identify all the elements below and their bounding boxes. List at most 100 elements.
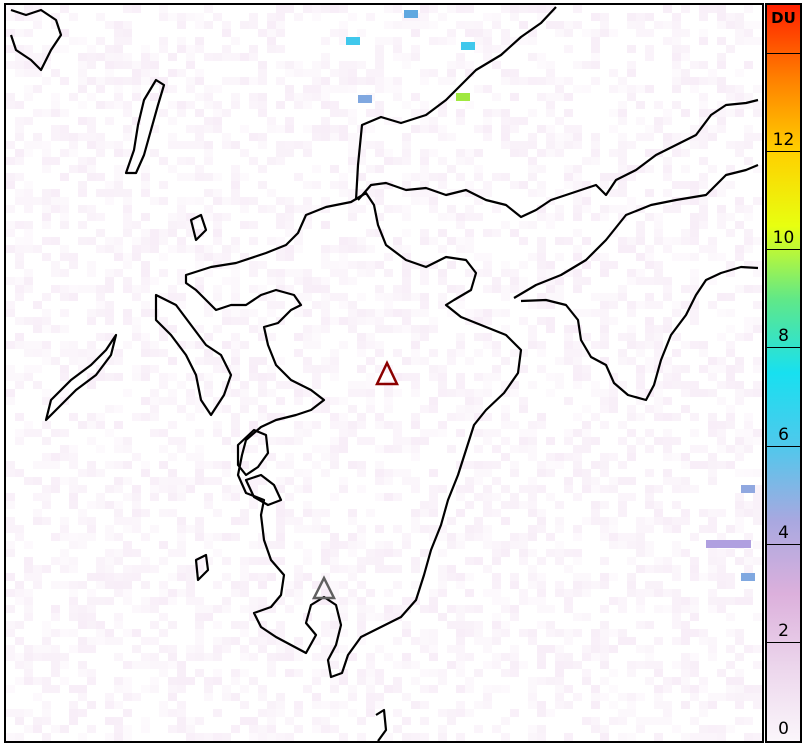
so2-pixel — [6, 205, 15, 213]
so2-pixel — [591, 485, 600, 493]
so2-pixel-high — [456, 93, 470, 101]
so2-pixel — [60, 5, 69, 13]
so2-pixel — [384, 733, 393, 741]
so2-pixel — [15, 261, 24, 269]
so2-pixel — [384, 5, 393, 13]
so2-pixel — [735, 469, 744, 477]
so2-pixel — [42, 653, 51, 661]
so2-pixel — [294, 309, 303, 317]
so2-pixel — [60, 373, 69, 381]
so2-pixel — [78, 221, 87, 229]
so2-pixel — [393, 677, 402, 685]
so2-pixel — [654, 733, 663, 741]
so2-pixel — [51, 645, 60, 653]
so2-pixel — [87, 621, 96, 629]
so2-pixel — [555, 29, 564, 37]
so2-pixel — [555, 549, 564, 557]
so2-pixel — [645, 653, 654, 661]
so2-pixel — [528, 253, 537, 261]
so2-pixel — [591, 629, 600, 637]
so2-pixel — [186, 85, 195, 93]
so2-pixel — [645, 517, 654, 525]
so2-pixel — [510, 181, 519, 189]
so2-pixel — [24, 661, 33, 669]
so2-pixel — [618, 77, 627, 85]
so2-pixel — [627, 477, 636, 485]
so2-pixel — [600, 205, 609, 213]
so2-pixel — [195, 125, 204, 133]
so2-pixel — [501, 629, 510, 637]
so2-pixel — [114, 373, 123, 381]
so2-pixel — [60, 133, 69, 141]
so2-pixel — [600, 725, 609, 733]
so2-pixel — [186, 573, 195, 581]
so2-pixel — [321, 221, 330, 229]
so2-pixel — [213, 13, 222, 21]
so2-pixel — [690, 181, 699, 189]
so2-pixel — [402, 149, 411, 157]
so2-pixel — [231, 445, 240, 453]
so2-pixel — [267, 653, 276, 661]
so2-pixel — [258, 637, 267, 645]
so2-pixel — [600, 293, 609, 301]
so2-pixel — [267, 437, 276, 445]
so2-pixel — [6, 173, 15, 181]
so2-pixel-layer — [6, 5, 762, 741]
so2-pixel — [699, 141, 708, 149]
so2-pixel — [222, 733, 231, 741]
so2-pixel — [204, 21, 213, 29]
so2-pixel — [393, 493, 402, 501]
so2-pixel — [402, 205, 411, 213]
so2-pixel — [276, 237, 285, 245]
so2-pixel — [51, 653, 60, 661]
so2-pixel — [537, 317, 546, 325]
so2-pixel — [393, 469, 402, 477]
so2-pixel — [213, 397, 222, 405]
so2-pixel — [726, 181, 735, 189]
so2-pixel — [159, 237, 168, 245]
so2-pixel — [699, 221, 708, 229]
so2-pixel — [24, 221, 33, 229]
so2-pixel — [33, 53, 42, 61]
so2-pixel — [681, 733, 690, 741]
so2-pixel — [366, 189, 375, 197]
so2-pixel — [735, 109, 744, 117]
so2-pixel — [258, 389, 267, 397]
so2-pixel — [24, 53, 33, 61]
so2-pixel — [339, 445, 348, 453]
so2-pixel — [51, 101, 60, 109]
so2-pixel — [708, 165, 717, 173]
so2-pixel — [123, 493, 132, 501]
so2-pixel — [690, 197, 699, 205]
so2-pixel — [168, 213, 177, 221]
so2-pixel — [573, 549, 582, 557]
so2-pixel — [339, 429, 348, 437]
so2-pixel — [474, 349, 483, 357]
so2-pixel — [573, 173, 582, 181]
so2-pixel — [753, 541, 762, 549]
so2-pixel — [726, 261, 735, 269]
so2-pixel — [735, 93, 744, 101]
so2-pixel — [420, 629, 429, 637]
so2-pixel — [690, 693, 699, 701]
so2-pixel — [546, 221, 555, 229]
so2-pixel — [654, 397, 663, 405]
so2-pixel — [456, 5, 465, 13]
so2-pixel — [195, 717, 204, 725]
so2-pixel — [141, 509, 150, 517]
so2-pixel — [60, 149, 69, 157]
so2-pixel — [303, 357, 312, 365]
so2-pixel — [609, 477, 618, 485]
so2-pixel — [663, 21, 672, 29]
so2-pixel — [42, 701, 51, 709]
so2-pixel — [483, 309, 492, 317]
so2-pixel — [78, 421, 87, 429]
so2-pixel — [285, 437, 294, 445]
so2-pixel — [663, 397, 672, 405]
so2-pixel — [357, 349, 366, 357]
so2-pixel — [276, 533, 285, 541]
so2-pixel — [573, 589, 582, 597]
so2-pixel — [753, 165, 762, 173]
so2-pixel — [33, 461, 42, 469]
so2-pixel — [600, 557, 609, 565]
